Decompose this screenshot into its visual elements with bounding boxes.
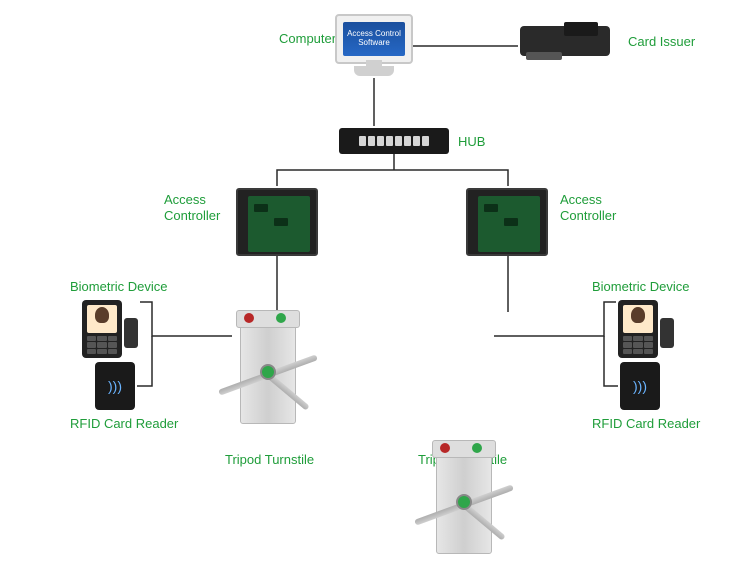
- tripod-turnstile-left-icon: [200, 314, 330, 444]
- rfid-reader-right-icon: ))): [620, 362, 660, 410]
- tripod-turnstile-right-icon: [396, 444, 526, 574]
- biometric-device-right-label: Biometric Device: [592, 279, 690, 295]
- turnstile-left-label: Tripod Turnstile: [225, 452, 314, 468]
- rfid-reader-left-icon: ))): [95, 362, 135, 410]
- access-controller-right-label: Access Controller: [560, 192, 616, 223]
- access-controller-left-icon: [236, 188, 318, 256]
- access-controller-right-icon: [466, 188, 548, 256]
- computer-label: Computer: [279, 31, 336, 47]
- access-controller-left-label: Access Controller: [164, 192, 220, 223]
- rfid-reader-left-label: RFID Card Reader: [70, 416, 178, 432]
- biometric-device-left-icon: [82, 300, 122, 358]
- biometric-device-left-label: Biometric Device: [70, 279, 168, 295]
- hub-icon: [339, 128, 449, 154]
- hub-label: HUB: [458, 134, 485, 150]
- computer-screen-text: Access Control Software: [343, 22, 405, 56]
- biometric-device-right-icon: [618, 300, 658, 358]
- computer-icon: Access Control Software: [335, 14, 413, 64]
- card-issuer-icon: [520, 26, 610, 56]
- rfid-reader-right-label: RFID Card Reader: [592, 416, 700, 432]
- card-issuer-label: Card Issuer: [628, 34, 695, 50]
